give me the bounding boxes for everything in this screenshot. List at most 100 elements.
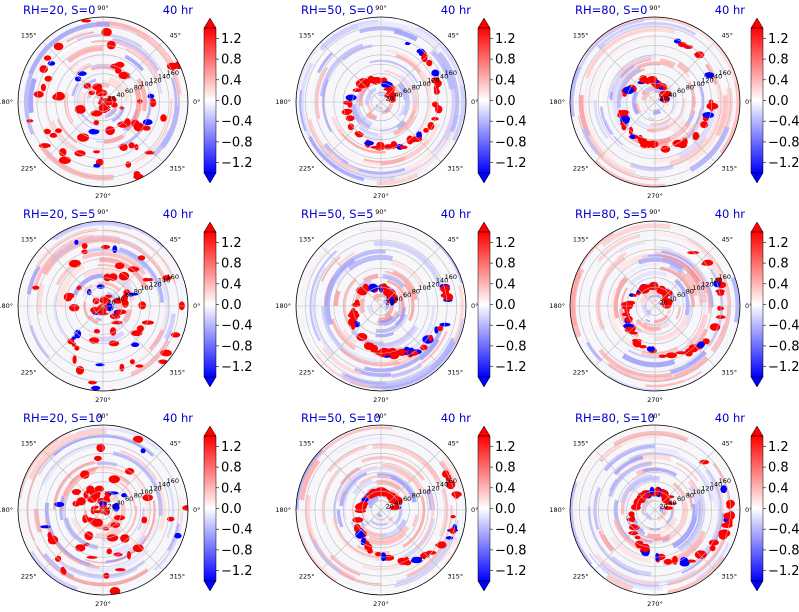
convective-cell [142,277,150,282]
field-band [654,314,689,342]
field-band [18,438,59,499]
convective-cell [423,127,429,133]
field-band [327,135,382,167]
angular-gridline [380,449,442,511]
convective-cell [103,273,112,282]
angle-tick-label: 315° [170,573,186,581]
convective-cell [141,320,154,325]
field-band [368,525,410,544]
polar-frame [295,220,467,392]
field-band [645,370,702,388]
field-band [723,87,733,128]
field-band [127,500,156,557]
angle-tick-label: 135° [573,236,589,244]
field-band [584,27,676,78]
angle-tick-label: 45° [170,32,182,40]
radial-tick-label: 20 [386,94,394,102]
field-band [612,276,629,319]
convective-cell [630,523,636,529]
convective-cell [388,347,398,357]
colorbar-tick-label: −0.8 [495,135,527,150]
field-band [383,539,459,594]
radial-tick-label: 20 [660,298,668,306]
field-band [632,90,639,115]
field-band [675,306,681,320]
field-band [370,112,399,124]
convective-cell [439,322,451,327]
field-band [359,26,402,34]
field-band [118,247,164,303]
field-band [370,519,389,526]
convective-cell [101,245,111,249]
field-band [600,223,671,248]
field-band [621,32,663,44]
field-band [383,326,419,350]
convective-cell [345,94,357,101]
field-band [687,479,700,495]
field-band [170,262,187,298]
field-band [375,331,395,338]
angular-gridline [42,41,104,103]
field-band [338,342,379,364]
field-band [367,304,374,315]
convective-cell [630,134,636,140]
field-band [28,77,37,114]
field-band [667,96,688,131]
field-band [163,313,176,341]
field-band [104,542,131,556]
field-band [342,467,398,492]
field-band [337,437,385,454]
colorbar: 1.2 0.8 0.4 0.0 −0.4 −0.8 −1.2 [750,425,799,592]
convective-cell [692,132,700,141]
field-band [301,318,324,362]
field-band [646,532,662,540]
colorbar-tick-label: 0.0 [495,298,516,313]
convective-cell [132,435,144,444]
field-band [66,31,95,43]
field-band [299,459,320,501]
field-band [50,120,83,153]
convective-cell [81,19,92,23]
field-band [593,486,601,531]
angle-tick-label: 135° [299,440,315,448]
convective-cell [639,345,647,349]
colorbar-tick-label: −0.8 [768,339,799,354]
convective-cell [620,121,626,126]
panel-title: RH=20, S=0 [23,3,95,17]
colorbar-tick-label: 0.0 [495,502,516,517]
field-band [672,482,687,498]
convective-cell [71,342,77,347]
field-band [637,257,684,271]
radial-tick-label: 160 [167,477,179,485]
colorbar-tick-label: −0.8 [495,339,527,354]
colorbar: 1.2 0.8 0.4 0.0 −0.4 −0.8 −1.2 [750,17,799,184]
convective-cell [109,587,121,595]
field-band [634,91,640,103]
field-band [686,272,703,307]
convective-cell [39,65,48,73]
angle-tick-label: 45° [722,236,734,244]
field-band [678,103,717,159]
colorbar-tick-label: 1.2 [221,236,242,251]
colorbar-extend-max [477,425,491,437]
angular-gridline [320,449,382,511]
field-band [635,318,662,332]
convective-cell [71,489,82,495]
convective-cell [131,330,143,337]
convective-cell [125,161,132,168]
colorbar-extend-max [477,17,491,29]
colorbar-tick-label: 0.0 [221,502,242,517]
colorbar-tick-label: 0.8 [221,461,242,476]
radial-tick-label: 20 [660,94,668,102]
radial-tick-label: 120 [427,484,439,492]
convective-cell [83,542,90,546]
field-band [364,330,442,372]
radial-tick-label: 100 [140,80,152,88]
convective-cell [142,119,153,126]
field-band [401,120,465,185]
field-band [124,87,142,132]
convective-cell [108,340,120,347]
field-band [95,527,122,538]
